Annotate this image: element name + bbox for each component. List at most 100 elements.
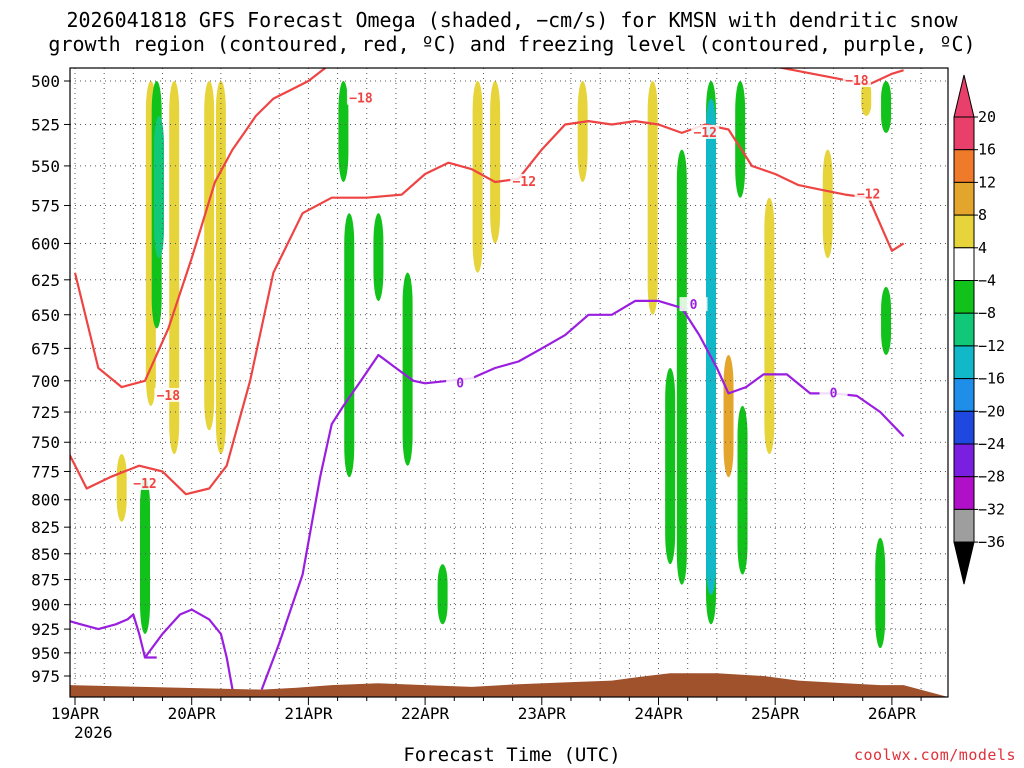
contour-label: −12 [693, 126, 716, 141]
x-tick-label: 25APR [751, 704, 800, 723]
contour-label-bg [131, 476, 160, 491]
contour-label-bg [819, 385, 848, 400]
y-tick-label: 975 [31, 667, 60, 686]
colorbar-label: 12 [978, 173, 996, 191]
colorbar-label: −8 [978, 304, 996, 322]
colorbar-label: −16 [978, 370, 1005, 388]
omega-shaded-region [154, 115, 165, 259]
omega-shaded-region [577, 81, 588, 182]
omega-shaded-region [116, 454, 127, 522]
omega-shaded-region [665, 367, 676, 565]
y-tick-label: 650 [31, 306, 60, 325]
colorbar-swatch [953, 345, 975, 380]
colorbar-swatch [953, 149, 975, 183]
omega-shaded-region [169, 81, 180, 455]
colorbar-swatch [953, 214, 975, 249]
grid-lines [70, 68, 948, 697]
contour-label: −12 [133, 477, 156, 492]
omega-shaded-region [676, 149, 687, 585]
colorbar-swatch [953, 280, 975, 314]
colorbar-swatch [953, 247, 975, 282]
omega-shaded-region [764, 197, 775, 455]
omega-shaded-region [402, 272, 413, 466]
omega-shaded-region [881, 286, 892, 355]
y-tick-label: 925 [31, 620, 60, 639]
colorbar-bottom-arrow [953, 541, 975, 585]
contour-label-bg [510, 173, 539, 188]
colorbar-label: −4 [978, 272, 996, 290]
contour-label-bg [154, 387, 183, 402]
colorbar-swatch [953, 116, 975, 151]
colorbar-swatch [953, 410, 975, 445]
x-tick-label: 19APR [51, 704, 100, 723]
freezing-level-contour [260, 299, 905, 690]
y-tick-label: 700 [31, 372, 60, 391]
colorbar-swatch [953, 312, 975, 347]
omega-shaded-region [822, 149, 833, 259]
y-axis: 500 525 550 575 600 625 650 675 700 725 750 775 800 8… [31, 72, 70, 686]
y-tick-label: 950 [31, 644, 60, 663]
contour-label-bg [691, 124, 720, 139]
y-tick-label: 750 [31, 433, 60, 452]
contour-label: −18 [157, 389, 181, 404]
plot-frame [69, 67, 949, 698]
omega-shading-layer [116, 81, 892, 649]
x-tick-label: 26APR [868, 704, 917, 723]
x-axis-label: Forecast Time (UTC) [403, 744, 621, 766]
contour-label-bg [679, 297, 708, 312]
omega-shaded-region [472, 81, 483, 273]
colorbar-top-arrow [953, 74, 975, 118]
y-tick-label: 725 [31, 403, 60, 422]
y-tick-label: 850 [31, 545, 60, 564]
terrain-layer [70, 673, 948, 697]
omega-shaded-region [706, 98, 717, 595]
omega-shaded-region [875, 537, 886, 649]
x-tick-label: 23APR [518, 704, 567, 723]
y-tick-label: 800 [31, 491, 60, 510]
contour-label: −12 [857, 188, 880, 203]
y-tick-label: 675 [31, 339, 60, 358]
omega-shaded-region [647, 81, 658, 315]
contour-label-bg [854, 186, 883, 201]
colorbar-swatch [953, 443, 975, 478]
colorbar-label: −20 [978, 402, 1005, 420]
colorbar-label: −12 [978, 337, 1005, 355]
colorbar-swatch [953, 378, 975, 412]
y-tick-label: 600 [31, 234, 60, 253]
y-tick-label: 500 [31, 72, 60, 91]
colorbar-swatch [953, 181, 975, 216]
omega-shaded-region [344, 213, 355, 478]
colorbar-label: −24 [978, 435, 1005, 453]
colorbar-label: −28 [978, 468, 1005, 486]
y-tick-label: 900 [31, 596, 60, 615]
omega-shaded-region [735, 81, 746, 198]
contour-label: 0 [456, 376, 464, 391]
colorbar-swatch [953, 508, 975, 543]
omega-shaded-region [204, 81, 215, 431]
omega-shaded-region [490, 81, 501, 244]
colorbar: 20 16 12 8 4 −4 −8 −12 −16 −20 −24 −28 −32 −36 [953, 74, 1005, 585]
y-tick-label: 550 [31, 157, 60, 176]
colorbar-label: 4 [978, 239, 987, 257]
colorbar-label: 16 [978, 141, 996, 159]
contour-label: −12 [513, 175, 536, 190]
colorbar-label: −32 [978, 500, 1005, 518]
x-year-label: 2026 [74, 723, 113, 742]
contour-label: −18 [845, 74, 869, 89]
omega-shaded-region [437, 564, 448, 625]
freezing-level-contour [144, 608, 234, 690]
contour-label-bg [842, 73, 871, 87]
y-tick-label: 525 [31, 115, 60, 134]
contour-layer: −18 −18 −18 −12 −12 −12 −12 0 0 0 [70, 68, 905, 690]
y-tick-label: 625 [31, 271, 60, 290]
x-tick-label: 22APR [401, 704, 450, 723]
freezing-level-contour [70, 613, 157, 659]
chart-title: 2026041818 GFS Forecast Omega (shaded, −… [48, 8, 976, 56]
source-credit: coolwx.com/models [853, 746, 1016, 764]
colorbar-label: 8 [978, 206, 987, 224]
contour-label-bg [446, 375, 475, 390]
contour-label-bg [346, 90, 375, 105]
y-tick-label: 875 [31, 571, 60, 590]
contour-label: 0 [690, 298, 698, 313]
